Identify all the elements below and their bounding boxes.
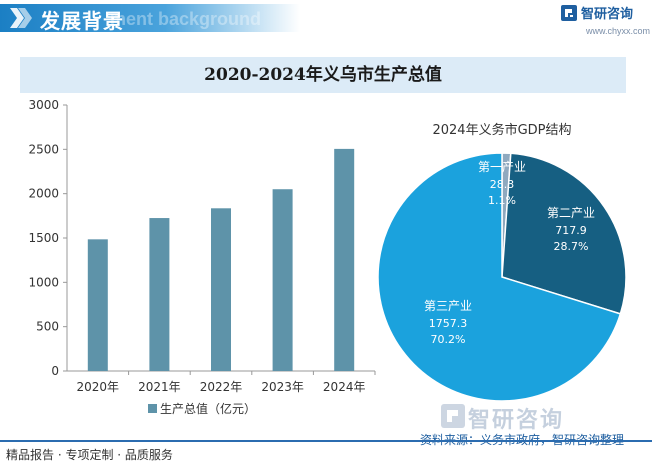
bar-chart: 0 500 1000 1500 2000 2500 3000 2020年 2021年 2022年 2… bbox=[28, 98, 376, 416]
pie-slice-value: 717.9 bbox=[555, 224, 587, 237]
y-tick-label: 2000 bbox=[28, 187, 59, 201]
x-tick-label: 2023年 bbox=[261, 380, 304, 394]
footer-brand-logo-icon bbox=[441, 404, 465, 428]
pie-slice-value: 1757.3 bbox=[429, 317, 468, 330]
bar bbox=[87, 239, 108, 371]
pie-slice-label: 第三产业 bbox=[424, 299, 472, 313]
bar bbox=[272, 189, 293, 371]
footer-divider bbox=[0, 440, 652, 442]
x-tick-label: 2020年 bbox=[77, 380, 120, 394]
header-bar bbox=[0, 4, 300, 32]
bar bbox=[334, 148, 355, 371]
y-tick-label: 1500 bbox=[28, 231, 59, 245]
pie-slice-label: 第一产业 bbox=[478, 160, 526, 174]
footer-brand: 智研咨询 bbox=[468, 408, 565, 433]
brand-logo-icon bbox=[561, 5, 577, 21]
footer-tagline: 精品报告 · 专项定制 · 品质服务 bbox=[6, 448, 173, 462]
pie-slice bbox=[501, 152, 627, 315]
x-tick-label: 2022年 bbox=[200, 380, 243, 394]
pie-slice bbox=[377, 152, 622, 402]
x-tick-label: 2021年 bbox=[138, 380, 181, 394]
brand-url: www.chyxx.com bbox=[586, 26, 651, 36]
pie-slice-percent: 1.1% bbox=[488, 194, 516, 207]
y-tick-label: 2500 bbox=[28, 142, 59, 156]
pie-slice-label: 第二产业 bbox=[547, 206, 595, 220]
main-title: 2020-2024年义乌市生产总值 bbox=[204, 65, 442, 85]
legend-label: 生产总值（亿元） bbox=[160, 401, 256, 416]
header-watermark: ment background bbox=[110, 9, 262, 29]
brand-name: 智研咨询 bbox=[581, 7, 634, 22]
y-tick-label: 500 bbox=[36, 320, 59, 334]
double-chevron-icon bbox=[10, 8, 32, 28]
legend-swatch bbox=[148, 404, 157, 413]
header: 发展背景 ment background 智研咨询 www.chyxx.com bbox=[0, 0, 652, 40]
header-title: 发展背景 bbox=[40, 9, 124, 33]
bar bbox=[149, 218, 170, 371]
y-tick-label: 1000 bbox=[28, 275, 59, 289]
pie-title: 2024年义务市GDP结构 bbox=[432, 122, 571, 138]
pie-slice-value: 28.3 bbox=[490, 178, 515, 191]
y-tick-label: 0 bbox=[51, 364, 59, 378]
bar bbox=[211, 208, 231, 371]
title-band: 2020-2024年义乌市生产总值 bbox=[20, 57, 626, 93]
y-tick-label: 3000 bbox=[28, 98, 59, 112]
pie-slice-percent: 70.2% bbox=[431, 333, 466, 346]
x-tick-label: 2024年 bbox=[323, 380, 366, 394]
pie-slice-percent: 28.7% bbox=[554, 240, 589, 253]
